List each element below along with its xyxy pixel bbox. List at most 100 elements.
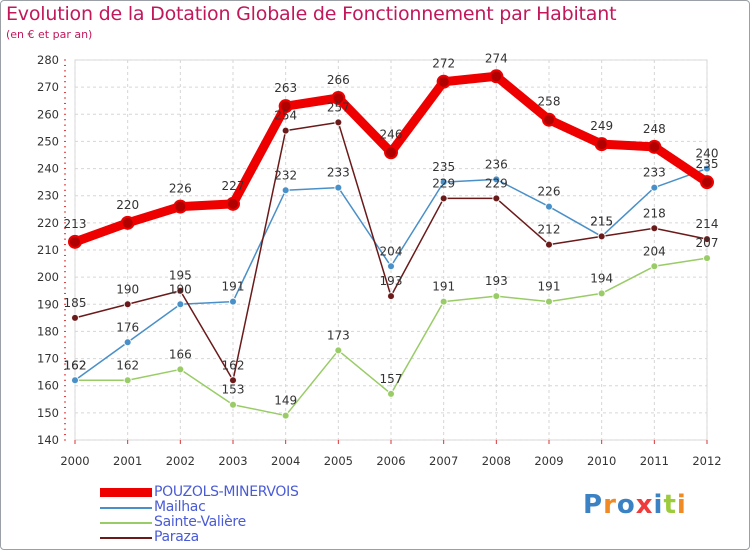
data-point (334, 183, 343, 192)
data-label: 220 (116, 198, 139, 212)
data-label: 173 (327, 328, 350, 342)
series-lines (68, 69, 714, 420)
data-point (229, 400, 237, 409)
data-point (545, 202, 553, 211)
data-point (489, 69, 504, 84)
data-label: 207 (696, 236, 719, 250)
data-label: 191 (222, 280, 245, 294)
data-label: 153 (222, 383, 245, 397)
data-point (331, 91, 346, 105)
data-point (123, 300, 132, 309)
data-label: 246 (380, 127, 403, 141)
data-label: 263 (274, 81, 297, 95)
legend-item-pouzols-minervois[interactable]: POUZOLS-MINERVOIS (100, 484, 400, 500)
data-point (334, 118, 343, 127)
legend-swatch-paraza (100, 537, 152, 539)
legend-item-paraza[interactable]: Paraza (100, 529, 400, 545)
logo-letter: t (663, 490, 677, 520)
y-tick-label: 180 (37, 324, 59, 338)
x-tick-label: 2000 (60, 454, 89, 468)
data-label: 149 (274, 394, 297, 408)
data-point (492, 194, 501, 203)
chart-title: Evolution de la Dotation Globale de Fonc… (6, 3, 617, 25)
y-tick-label: 260 (37, 107, 59, 121)
x-tick-label: 2012 (692, 454, 721, 468)
data-point (176, 286, 185, 295)
data-label: 214 (696, 217, 719, 231)
data-point (334, 346, 343, 355)
data-label: 226 (169, 182, 192, 196)
data-label: 213 (64, 217, 87, 231)
data-label: 176 (116, 320, 139, 334)
data-label: 272 (432, 57, 455, 71)
data-label: 240 (696, 147, 719, 161)
data-label: 235 (432, 160, 455, 174)
data-label: 235 (696, 157, 719, 171)
data-label: 249 (590, 119, 613, 133)
data-point (71, 313, 79, 322)
legend-swatch-mailhac (100, 507, 152, 509)
chart-subtitle: (en € et par an) (6, 28, 93, 41)
y-tick-label: 230 (37, 189, 59, 203)
logo-letter: i (676, 490, 687, 520)
data-point (703, 254, 711, 263)
x-tick-label: 2009 (534, 454, 563, 468)
data-point (384, 145, 398, 160)
data-label: 190 (116, 282, 139, 296)
data-point (176, 300, 185, 309)
data-point (492, 175, 501, 184)
data-label: 194 (590, 271, 613, 285)
data-label: 257 (327, 100, 350, 114)
data-label: 162 (116, 358, 139, 372)
data-label: 166 (169, 347, 192, 361)
data-point (387, 262, 395, 271)
data-point (387, 389, 395, 398)
data-point (439, 194, 448, 203)
y-tick-label: 170 (37, 352, 59, 366)
data-point (703, 235, 711, 244)
legend-item-mailhac[interactable]: Mailhac (100, 499, 400, 515)
data-point (229, 297, 237, 306)
data-label: 258 (538, 95, 561, 109)
x-tick-label: 2007 (429, 454, 458, 468)
logo-letter: o (616, 490, 636, 520)
data-point (123, 338, 132, 347)
logo-letter: P (583, 490, 604, 520)
data-point (545, 297, 553, 306)
data-label: 204 (643, 244, 666, 258)
legend-label: Paraza (154, 529, 199, 545)
data-label: 248 (643, 122, 666, 136)
data-label: 218 (643, 206, 666, 220)
data-point (123, 376, 132, 385)
y-tick-label: 140 (37, 433, 59, 447)
data-point (281, 186, 290, 195)
data-point (647, 139, 662, 154)
data-label: 232 (274, 168, 297, 182)
legend-item-sainte-valiere[interactable]: Sainte-Valière (100, 514, 400, 530)
data-point (71, 376, 79, 385)
data-labels: 162 162 166 153 149 173 157 191 193 191 194 204 207 1… (64, 51, 719, 407)
x-tick-label: 2010 (587, 454, 616, 468)
data-point (229, 376, 237, 385)
data-label: 274 (485, 51, 508, 65)
data-label: 212 (538, 223, 561, 237)
legend-swatch-sainte-valiere (100, 522, 152, 524)
data-point (436, 74, 451, 89)
data-label: 215 (590, 214, 613, 228)
logo-letter: i (653, 490, 664, 520)
data-label: 204 (380, 244, 403, 258)
data-point (68, 234, 82, 249)
data-label: 191 (538, 280, 561, 294)
legend-label: Mailhac (154, 499, 206, 515)
proxiti-logo[interactable]: Proxiti (583, 490, 687, 520)
data-label: 190 (169, 282, 192, 296)
data-label: 229 (485, 176, 508, 190)
data-point (597, 232, 606, 241)
x-tick-label: 2011 (640, 454, 669, 468)
legend-swatch-pouzols-minervois (100, 488, 152, 497)
x-tick-label: 2006 (376, 454, 405, 468)
y-tick-label: 200 (37, 270, 59, 284)
data-point (439, 297, 448, 306)
data-label: 266 (327, 73, 350, 87)
